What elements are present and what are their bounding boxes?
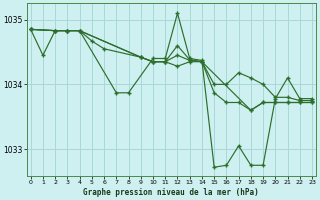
X-axis label: Graphe pression niveau de la mer (hPa): Graphe pression niveau de la mer (hPa) xyxy=(84,188,259,197)
